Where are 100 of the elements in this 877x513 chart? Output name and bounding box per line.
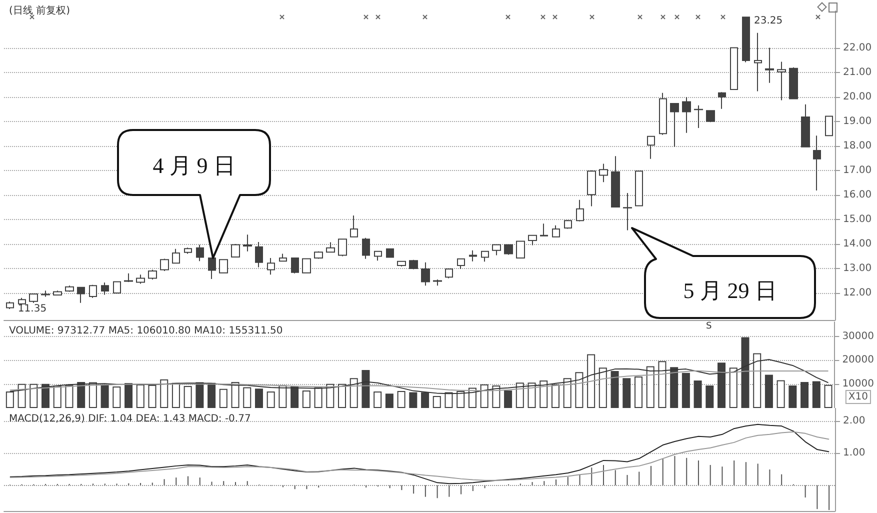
bar [136, 384, 144, 408]
y-tick-label: 13.00 [843, 263, 872, 274]
line-series [9, 424, 830, 484]
annotation: 4 月 9 日 [152, 153, 236, 178]
bar [326, 384, 334, 408]
bar [77, 382, 86, 408]
candlestick [670, 102, 679, 148]
candlestick [481, 250, 489, 262]
bar [492, 386, 500, 408]
chart-title: (日线 前复权) [9, 4, 70, 16]
y-tick-label: 18.00 [843, 140, 872, 152]
candlestick [647, 136, 655, 160]
y-tick-label: 17.00 [843, 164, 872, 176]
candlestick [504, 244, 513, 256]
y-tick-label: 12.00 [843, 288, 872, 299]
bar [6, 392, 14, 408]
y-axis-title: X10 [848, 392, 868, 402]
candlestick [492, 244, 501, 256]
candlestick [6, 301, 14, 310]
candlestick [742, 16, 750, 63]
y-tick-label: 21.00 [843, 66, 872, 78]
y-tick-label: 2.00 [843, 415, 866, 426]
annotation: S [706, 322, 712, 332]
candlestick [338, 238, 347, 257]
bar [42, 384, 50, 408]
bar [824, 384, 832, 408]
y-tick-label: 20000 [842, 354, 874, 366]
candlestick [53, 290, 62, 296]
text: MACD(12,26,9) DIF: 1.04 DEA: 1.43 MACD: -0.77 [9, 414, 251, 424]
candlestick [89, 284, 97, 298]
bar [302, 390, 310, 408]
candlestick [825, 116, 833, 137]
candlestick [29, 293, 38, 304]
bar [124, 383, 133, 408]
candlestick [148, 269, 157, 280]
bar [208, 382, 216, 408]
bar [112, 386, 121, 408]
bar [160, 379, 168, 408]
candlestick [576, 199, 584, 222]
bar [243, 387, 252, 408]
bar [682, 372, 690, 408]
bar [587, 354, 596, 408]
bar [634, 376, 642, 408]
bar [100, 384, 109, 408]
candlestick [374, 250, 382, 262]
y-tick-label: 16.00 [843, 189, 872, 200]
bar [729, 368, 738, 408]
bar [219, 388, 228, 408]
candlestick [682, 96, 691, 134]
bar [658, 361, 666, 408]
candlestick [694, 104, 703, 128]
bar [53, 386, 62, 408]
bar [290, 386, 299, 408]
bar [776, 380, 785, 408]
candlestick [184, 247, 192, 254]
bar [266, 392, 275, 408]
candlestick [136, 274, 145, 284]
candlestick [77, 286, 85, 304]
bar [409, 392, 418, 408]
y-tick-label: 15.00 [843, 214, 872, 225]
candlestick [101, 282, 109, 296]
bar [30, 384, 38, 408]
candlestick [433, 279, 442, 286]
bar [338, 384, 346, 408]
bar [706, 386, 714, 408]
candlestick [659, 92, 667, 136]
candlestick [18, 297, 26, 306]
y-tick-label: 14.00 [843, 238, 872, 250]
bar [432, 396, 441, 408]
candlestick [623, 192, 632, 231]
candlestick [635, 170, 643, 206]
bar [504, 390, 512, 408]
candlestick [255, 242, 263, 268]
candlestick [421, 262, 430, 286]
candlestick [777, 61, 786, 101]
candlestick [113, 281, 121, 294]
annotation: 11.35 [18, 303, 47, 314]
bar [694, 380, 702, 408]
candlestick [730, 47, 738, 90]
bar [196, 382, 204, 408]
y-tick-label: 1.00 [843, 448, 866, 459]
candlestick [386, 248, 394, 258]
bar [456, 391, 465, 408]
candlestick [65, 285, 74, 292]
candlestick [302, 258, 311, 274]
bar [670, 367, 678, 408]
candlestick [587, 170, 596, 207]
bar [800, 382, 809, 408]
bar [598, 368, 607, 408]
bar [563, 378, 572, 408]
bar [444, 392, 453, 408]
candlestick [279, 253, 287, 262]
candlestick [208, 256, 216, 280]
bar [575, 372, 584, 408]
candlestick [124, 272, 133, 282]
candlestick [314, 250, 323, 260]
bar [753, 353, 762, 408]
bar [788, 386, 797, 408]
candlestick [326, 242, 335, 254]
candlestick [350, 215, 358, 238]
